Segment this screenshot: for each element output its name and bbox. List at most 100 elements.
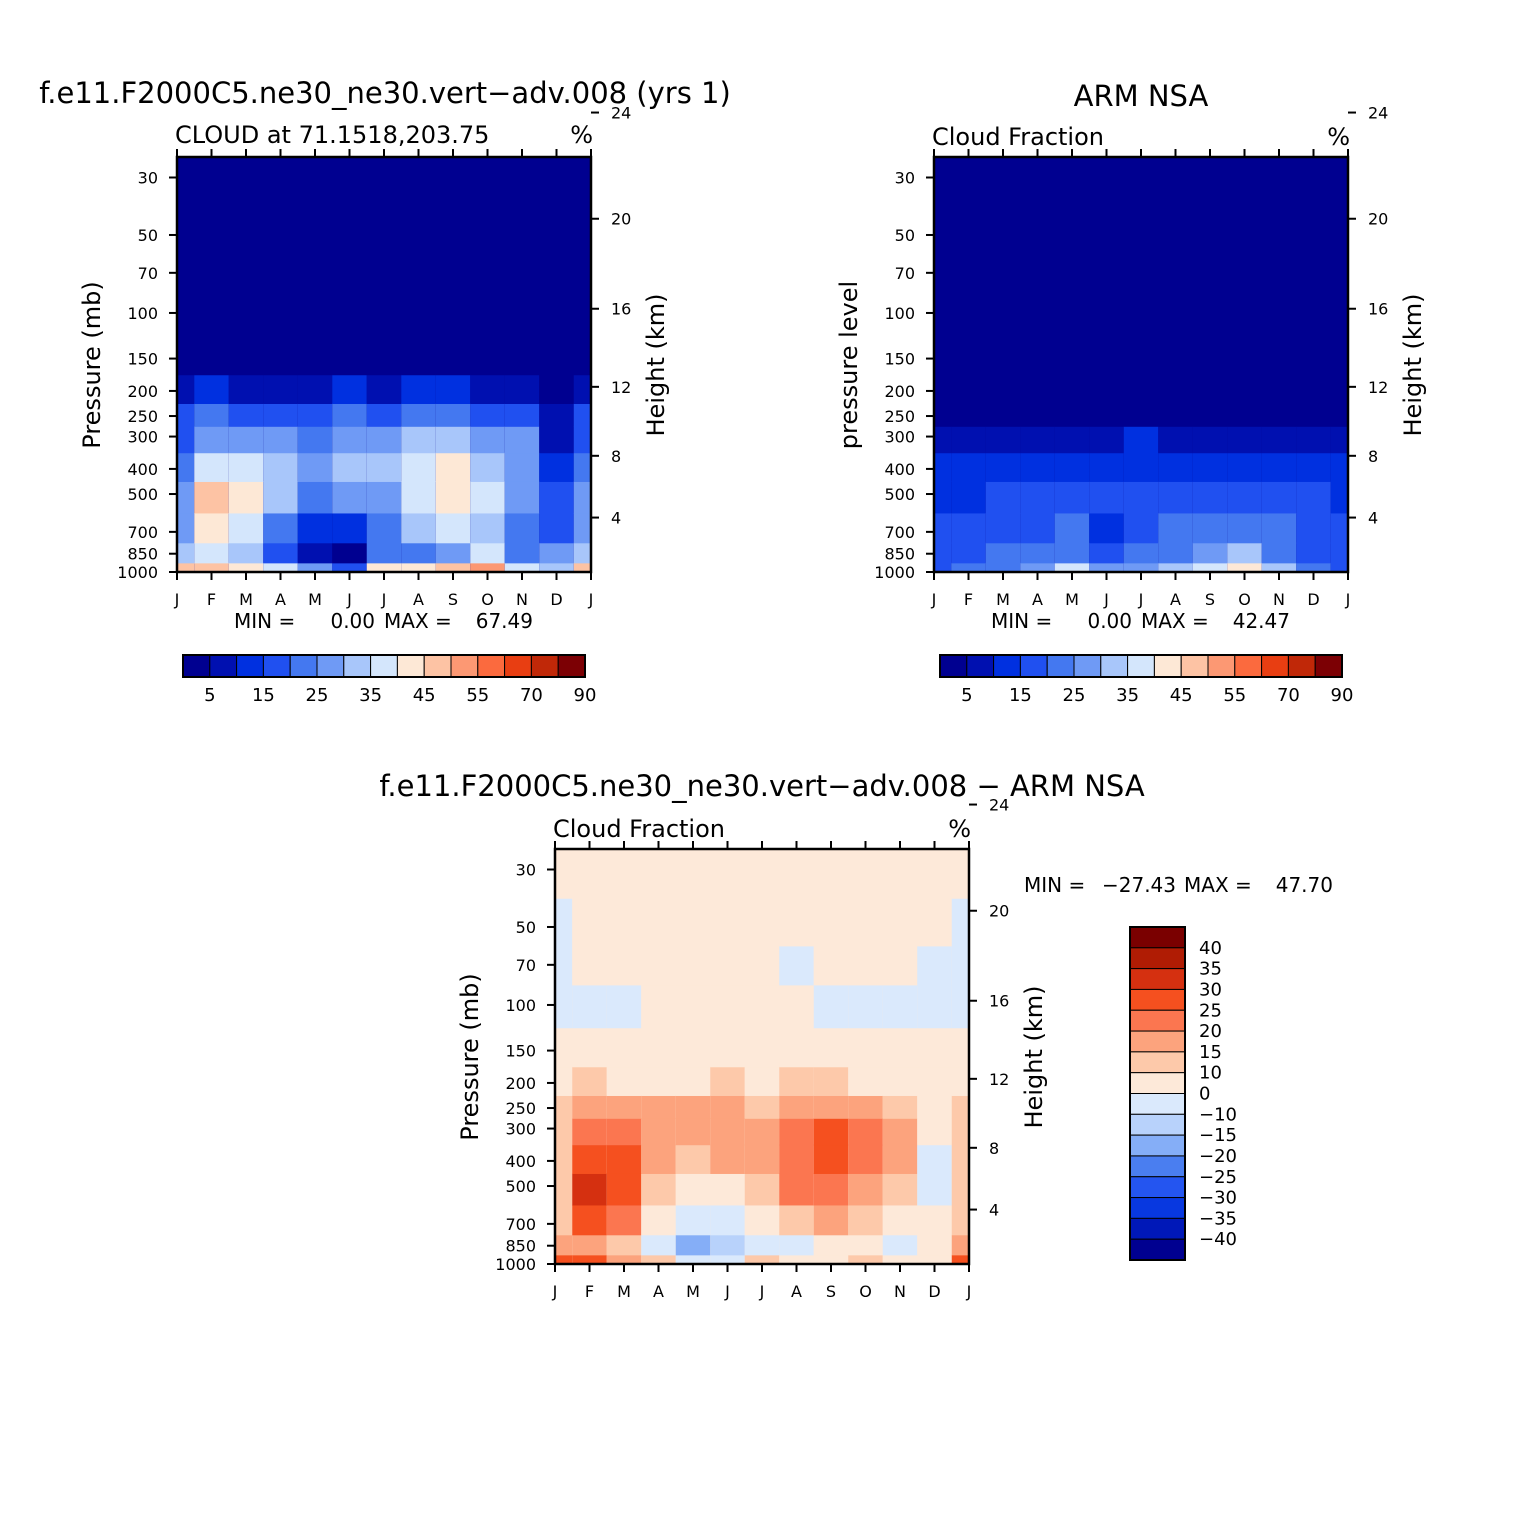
heatmap-cell bbox=[504, 253, 540, 294]
heatmap-cell bbox=[951, 1254, 969, 1265]
heatmap-cell bbox=[539, 206, 574, 255]
heatmap-cell bbox=[606, 1118, 642, 1146]
colorbar-label: 25 bbox=[1063, 685, 1086, 706]
heatmap-cell bbox=[606, 1254, 642, 1265]
heatmap-cell bbox=[573, 206, 591, 255]
heatmap-cell bbox=[1192, 206, 1228, 255]
heatmap-cell bbox=[539, 335, 574, 376]
heatmap-cell bbox=[951, 1234, 969, 1256]
heatmap-cells bbox=[555, 849, 969, 1265]
heatmap-cell bbox=[228, 562, 264, 573]
heatmap-cell bbox=[332, 253, 367, 294]
y-tick-label: 70 bbox=[516, 956, 536, 975]
heatmap-cell bbox=[366, 253, 402, 294]
heatmap-cell bbox=[1054, 542, 1090, 564]
heatmap-cell bbox=[882, 1204, 918, 1236]
y-tick-label: 400 bbox=[884, 460, 915, 479]
colorbar-swatch bbox=[209, 654, 238, 678]
heatmap-cell bbox=[194, 562, 229, 573]
y-tick-label: 100 bbox=[505, 996, 536, 1015]
heatmap-cell bbox=[951, 1173, 969, 1206]
heatmap-cell bbox=[366, 403, 402, 427]
heatmap-cell bbox=[951, 1118, 969, 1146]
colorbar-swatch bbox=[1129, 1113, 1186, 1136]
heatmap-cell bbox=[951, 452, 986, 482]
obs-main-title: ARM NSA bbox=[1074, 79, 1209, 113]
colorbar-swatch bbox=[1129, 968, 1186, 990]
colorbar-label: 15 bbox=[1199, 1042, 1222, 1063]
x-tick-label: M bbox=[1065, 590, 1079, 609]
heatmap-cell bbox=[573, 426, 591, 454]
height-tick-label: 24 bbox=[989, 796, 1009, 815]
heatmap-cell bbox=[606, 1095, 642, 1119]
heatmap-cell bbox=[710, 984, 745, 1029]
heatmap-cell bbox=[675, 1254, 711, 1265]
heatmap-cell bbox=[951, 984, 969, 1029]
heatmap-cell bbox=[641, 1095, 676, 1119]
y-tick-label: 300 bbox=[127, 428, 158, 447]
heatmap-cell bbox=[1330, 157, 1348, 207]
obs-max-value: 42.47 bbox=[1233, 609, 1290, 633]
heatmap-cell bbox=[539, 253, 574, 294]
heatmap-cell bbox=[401, 292, 436, 337]
heatmap-cell bbox=[779, 898, 814, 947]
heatmap-cell bbox=[332, 426, 367, 454]
heatmap-cell bbox=[297, 403, 333, 427]
colorbar-label: 40 bbox=[1199, 938, 1222, 959]
heatmap-cell bbox=[297, 157, 333, 207]
heatmap-cell bbox=[917, 945, 952, 986]
heatmap-cell bbox=[470, 481, 505, 514]
colorbar-swatch bbox=[1129, 1197, 1186, 1219]
heatmap-cell bbox=[1089, 562, 1124, 573]
x-tick-label: J bbox=[346, 590, 352, 609]
heatmap-cell bbox=[177, 481, 195, 514]
heatmap-cell bbox=[951, 206, 986, 255]
heatmap-cell bbox=[1158, 157, 1193, 207]
heatmap-cell bbox=[641, 1027, 676, 1068]
x-tick-label: S bbox=[1205, 590, 1215, 609]
colorbar-swatch bbox=[182, 654, 211, 678]
heatmap-cell bbox=[555, 1118, 573, 1146]
heatmap-cell bbox=[779, 1118, 814, 1146]
y-tick-label: 250 bbox=[127, 407, 158, 426]
heatmap-cell bbox=[401, 426, 436, 454]
heatmap-cell bbox=[951, 426, 986, 454]
heatmap-cell bbox=[228, 157, 264, 207]
heatmap-cell bbox=[951, 335, 986, 376]
colorbar-swatch bbox=[1287, 654, 1316, 678]
obs-left-title: Cloud Fraction bbox=[932, 123, 1104, 151]
heatmap-cell bbox=[263, 335, 298, 376]
heatmap-cell bbox=[985, 253, 1021, 294]
colorbar-label: 0 bbox=[1199, 1084, 1210, 1105]
heatmap-cell bbox=[470, 157, 505, 207]
heatmap-cell bbox=[435, 374, 471, 404]
heatmap-cell bbox=[951, 1066, 969, 1096]
heatmap-cell bbox=[435, 481, 471, 514]
heatmap-cell bbox=[744, 1095, 780, 1119]
heatmap-cell bbox=[1261, 481, 1297, 514]
height-tick-label: 8 bbox=[1368, 447, 1378, 466]
colorbar-label: 30 bbox=[1199, 979, 1222, 1000]
heatmap-cell bbox=[1261, 562, 1297, 573]
heatmap-cell bbox=[1227, 403, 1262, 427]
heatmap-cell bbox=[951, 542, 986, 564]
heatmap-cell bbox=[1261, 426, 1297, 454]
colorbar-swatch bbox=[1129, 1134, 1186, 1157]
heatmap-cell bbox=[710, 1118, 745, 1146]
model-main-title: f.e11.F2000C5.ne30_ne30.vert−adv.008 (yr… bbox=[39, 76, 731, 110]
y-tick-label: 150 bbox=[127, 350, 158, 369]
heatmap-cell bbox=[1227, 426, 1262, 454]
y-tick-label: 70 bbox=[138, 264, 158, 283]
heatmap-cell bbox=[641, 1118, 676, 1146]
heatmap-cell bbox=[504, 562, 540, 573]
colorbar-label: 45 bbox=[413, 685, 436, 706]
heatmap-cell bbox=[401, 542, 436, 564]
height-tick-label: 4 bbox=[1368, 509, 1378, 528]
heatmap-cell bbox=[366, 426, 402, 454]
x-tick-label: N bbox=[516, 590, 528, 609]
heatmap-cell bbox=[1089, 206, 1124, 255]
colorbar-label: 5 bbox=[204, 685, 215, 706]
colorbar-label: −25 bbox=[1199, 1167, 1237, 1188]
heatmap-cell bbox=[951, 403, 986, 427]
y-tick-label: 70 bbox=[895, 264, 915, 283]
